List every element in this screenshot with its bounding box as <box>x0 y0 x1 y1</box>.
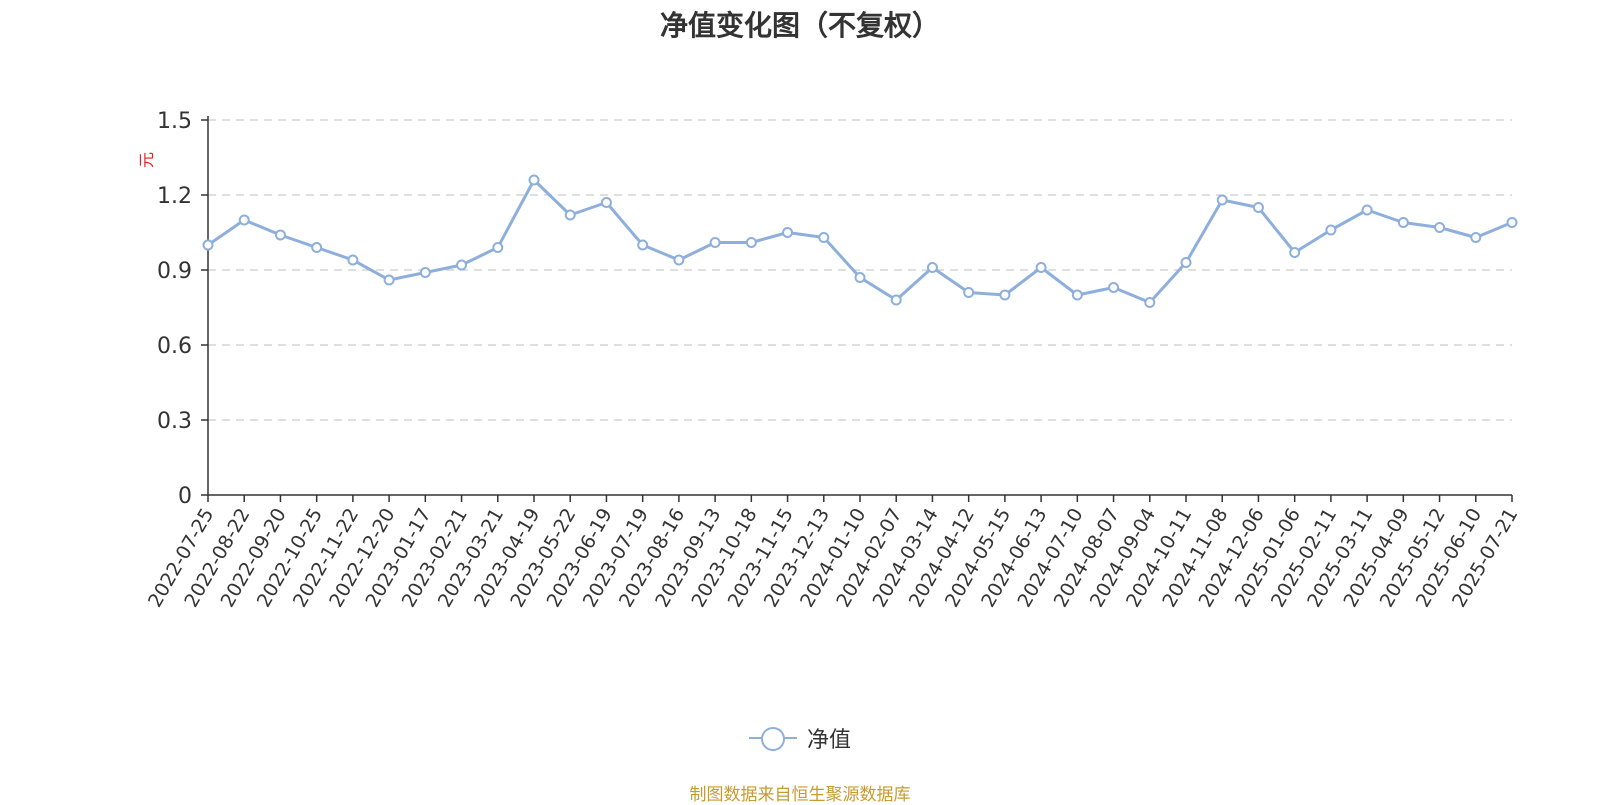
series-layer <box>202 174 1518 308</box>
y-tick-label: 1.5 <box>157 109 192 134</box>
data-point[interactable] <box>419 267 431 278</box>
data-point[interactable] <box>274 229 286 241</box>
data-point[interactable] <box>1397 217 1409 228</box>
data-point[interactable] <box>1289 247 1301 258</box>
data-point[interactable] <box>782 227 794 238</box>
series-line <box>207 178 1513 304</box>
data-point[interactable] <box>600 197 612 208</box>
chart-title: 净值变化图（不复权） <box>659 9 940 42</box>
data-point[interactable] <box>1506 217 1518 228</box>
data-point[interactable] <box>854 272 866 283</box>
legend[interactable]: 净值 <box>0 722 1600 754</box>
legend-label: 净值 <box>806 728 851 753</box>
data-point[interactable] <box>1252 202 1264 213</box>
data-point[interactable] <box>745 237 757 248</box>
data-point[interactable] <box>637 239 649 251</box>
data-point[interactable] <box>528 174 540 186</box>
data-point[interactable] <box>963 287 975 298</box>
data-point[interactable] <box>564 209 576 221</box>
data-point[interactable] <box>238 214 250 226</box>
y-tick-label: 0.3 <box>157 409 192 434</box>
data-point[interactable] <box>999 289 1011 301</box>
data-point[interactable] <box>1180 257 1192 268</box>
data-point[interactable] <box>1144 297 1156 308</box>
data-point[interactable] <box>709 237 721 248</box>
data-point[interactable] <box>1361 204 1373 216</box>
axes: 00.30.60.91.21.52022-07-252022-08-222022… <box>144 109 1522 611</box>
data-point[interactable] <box>1035 262 1047 273</box>
source-note: 制图数据来自恒生聚源数据库 <box>689 785 911 805</box>
data-point[interactable] <box>1216 194 1228 206</box>
data-point[interactable] <box>1470 232 1482 243</box>
data-point[interactable] <box>818 232 830 243</box>
data-point[interactable] <box>1108 282 1120 293</box>
data-point[interactable] <box>202 239 214 251</box>
data-point[interactable] <box>1434 222 1446 233</box>
data-point[interactable] <box>890 294 902 306</box>
data-point[interactable] <box>673 254 685 266</box>
data-point[interactable] <box>456 259 468 271</box>
data-point[interactable] <box>1071 289 1083 301</box>
y-axis-unit-label: 元 <box>137 152 156 168</box>
y-tick-label: 1.2 <box>157 184 192 209</box>
data-point[interactable] <box>492 242 504 253</box>
legend-line-marker-icon <box>748 726 797 751</box>
gridlines <box>208 119 1512 421</box>
data-point[interactable] <box>383 274 395 286</box>
y-tick-label: 0.6 <box>157 334 192 359</box>
y-tick-label: 0.9 <box>157 259 192 284</box>
data-point[interactable] <box>347 254 359 266</box>
data-point[interactable] <box>1325 224 1337 236</box>
data-point[interactable] <box>311 242 323 253</box>
y-tick-label: 0 <box>178 484 192 509</box>
data-point[interactable] <box>926 262 938 273</box>
